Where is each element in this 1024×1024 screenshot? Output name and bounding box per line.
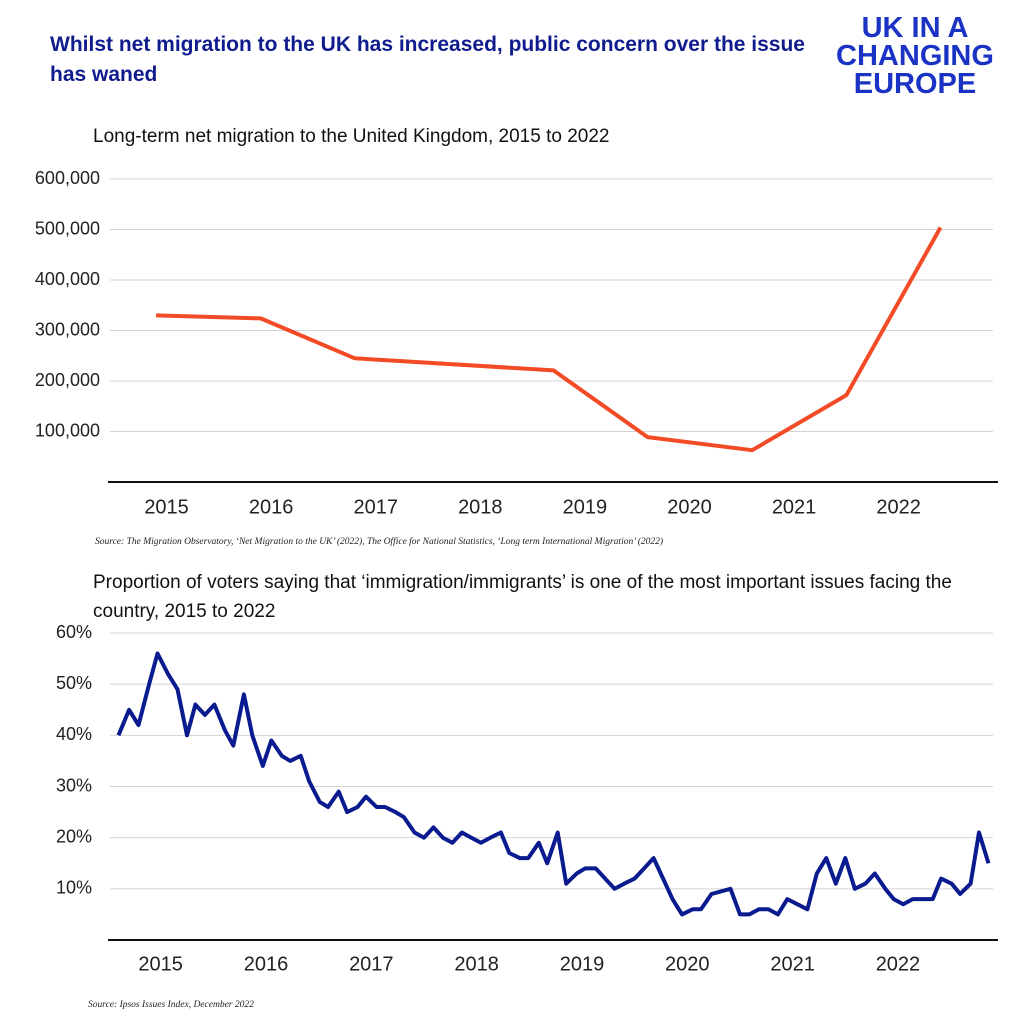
data-line: [116, 651, 991, 917]
y-tick-label: 400,000: [35, 269, 100, 289]
y-tick-label: 30%: [56, 775, 92, 795]
x-tick-label: 2019: [563, 496, 608, 518]
y-tick-label: 20%: [56, 826, 92, 846]
y-tick-label: 40%: [56, 724, 92, 744]
logo-line: UK IN A: [861, 12, 969, 44]
x-tick-label: 2019: [560, 953, 605, 975]
x-tick-label: 2018: [454, 953, 499, 975]
x-tick-label: 2016: [244, 953, 289, 975]
y-tick-label: 500,000: [35, 218, 100, 238]
x-tick-label: 2021: [772, 496, 817, 518]
logo-line: CHANGING: [836, 40, 994, 72]
y-tick-label: 100,000: [35, 420, 100, 440]
y-tick-label: 600,000: [35, 168, 100, 188]
main-title: Whilst net migration to the UK has incre…: [50, 33, 805, 86]
x-tick-label: 2017: [349, 953, 394, 975]
x-tick-label: 2016: [249, 496, 294, 518]
logo-line: EUROPE: [853, 68, 977, 100]
y-tick-label: 300,000: [35, 319, 100, 339]
y-tick-label: 10%: [56, 878, 92, 898]
data-line: [156, 226, 943, 453]
x-tick-label: 2015: [138, 953, 183, 975]
x-tick-label: 2018: [458, 496, 503, 518]
y-tick-label: 200,000: [35, 370, 100, 390]
source: Source: The Migration Observatory, ‘Net …: [95, 537, 664, 547]
x-tick-label: 2022: [876, 496, 921, 518]
x-tick-label: 2021: [770, 953, 815, 975]
x-tick-label: 2020: [667, 496, 712, 518]
x-tick-label: 2022: [876, 953, 921, 975]
x-tick-label: 2020: [665, 953, 710, 975]
y-tick-label: 60%: [56, 622, 92, 642]
logo: UK IN A CHANGING EUROPE: [820, 12, 1010, 100]
y-tick-label: 50%: [56, 673, 92, 693]
chart-title: Long-term net migration to the United Ki…: [93, 126, 610, 147]
chart-title: Proportion of voters saying that ‘immigr…: [93, 572, 952, 622]
source: Source: Ipsos Issues Index, December 202…: [88, 1000, 254, 1010]
x-tick-label: 2017: [353, 496, 398, 518]
x-tick-label: 2015: [144, 496, 189, 518]
